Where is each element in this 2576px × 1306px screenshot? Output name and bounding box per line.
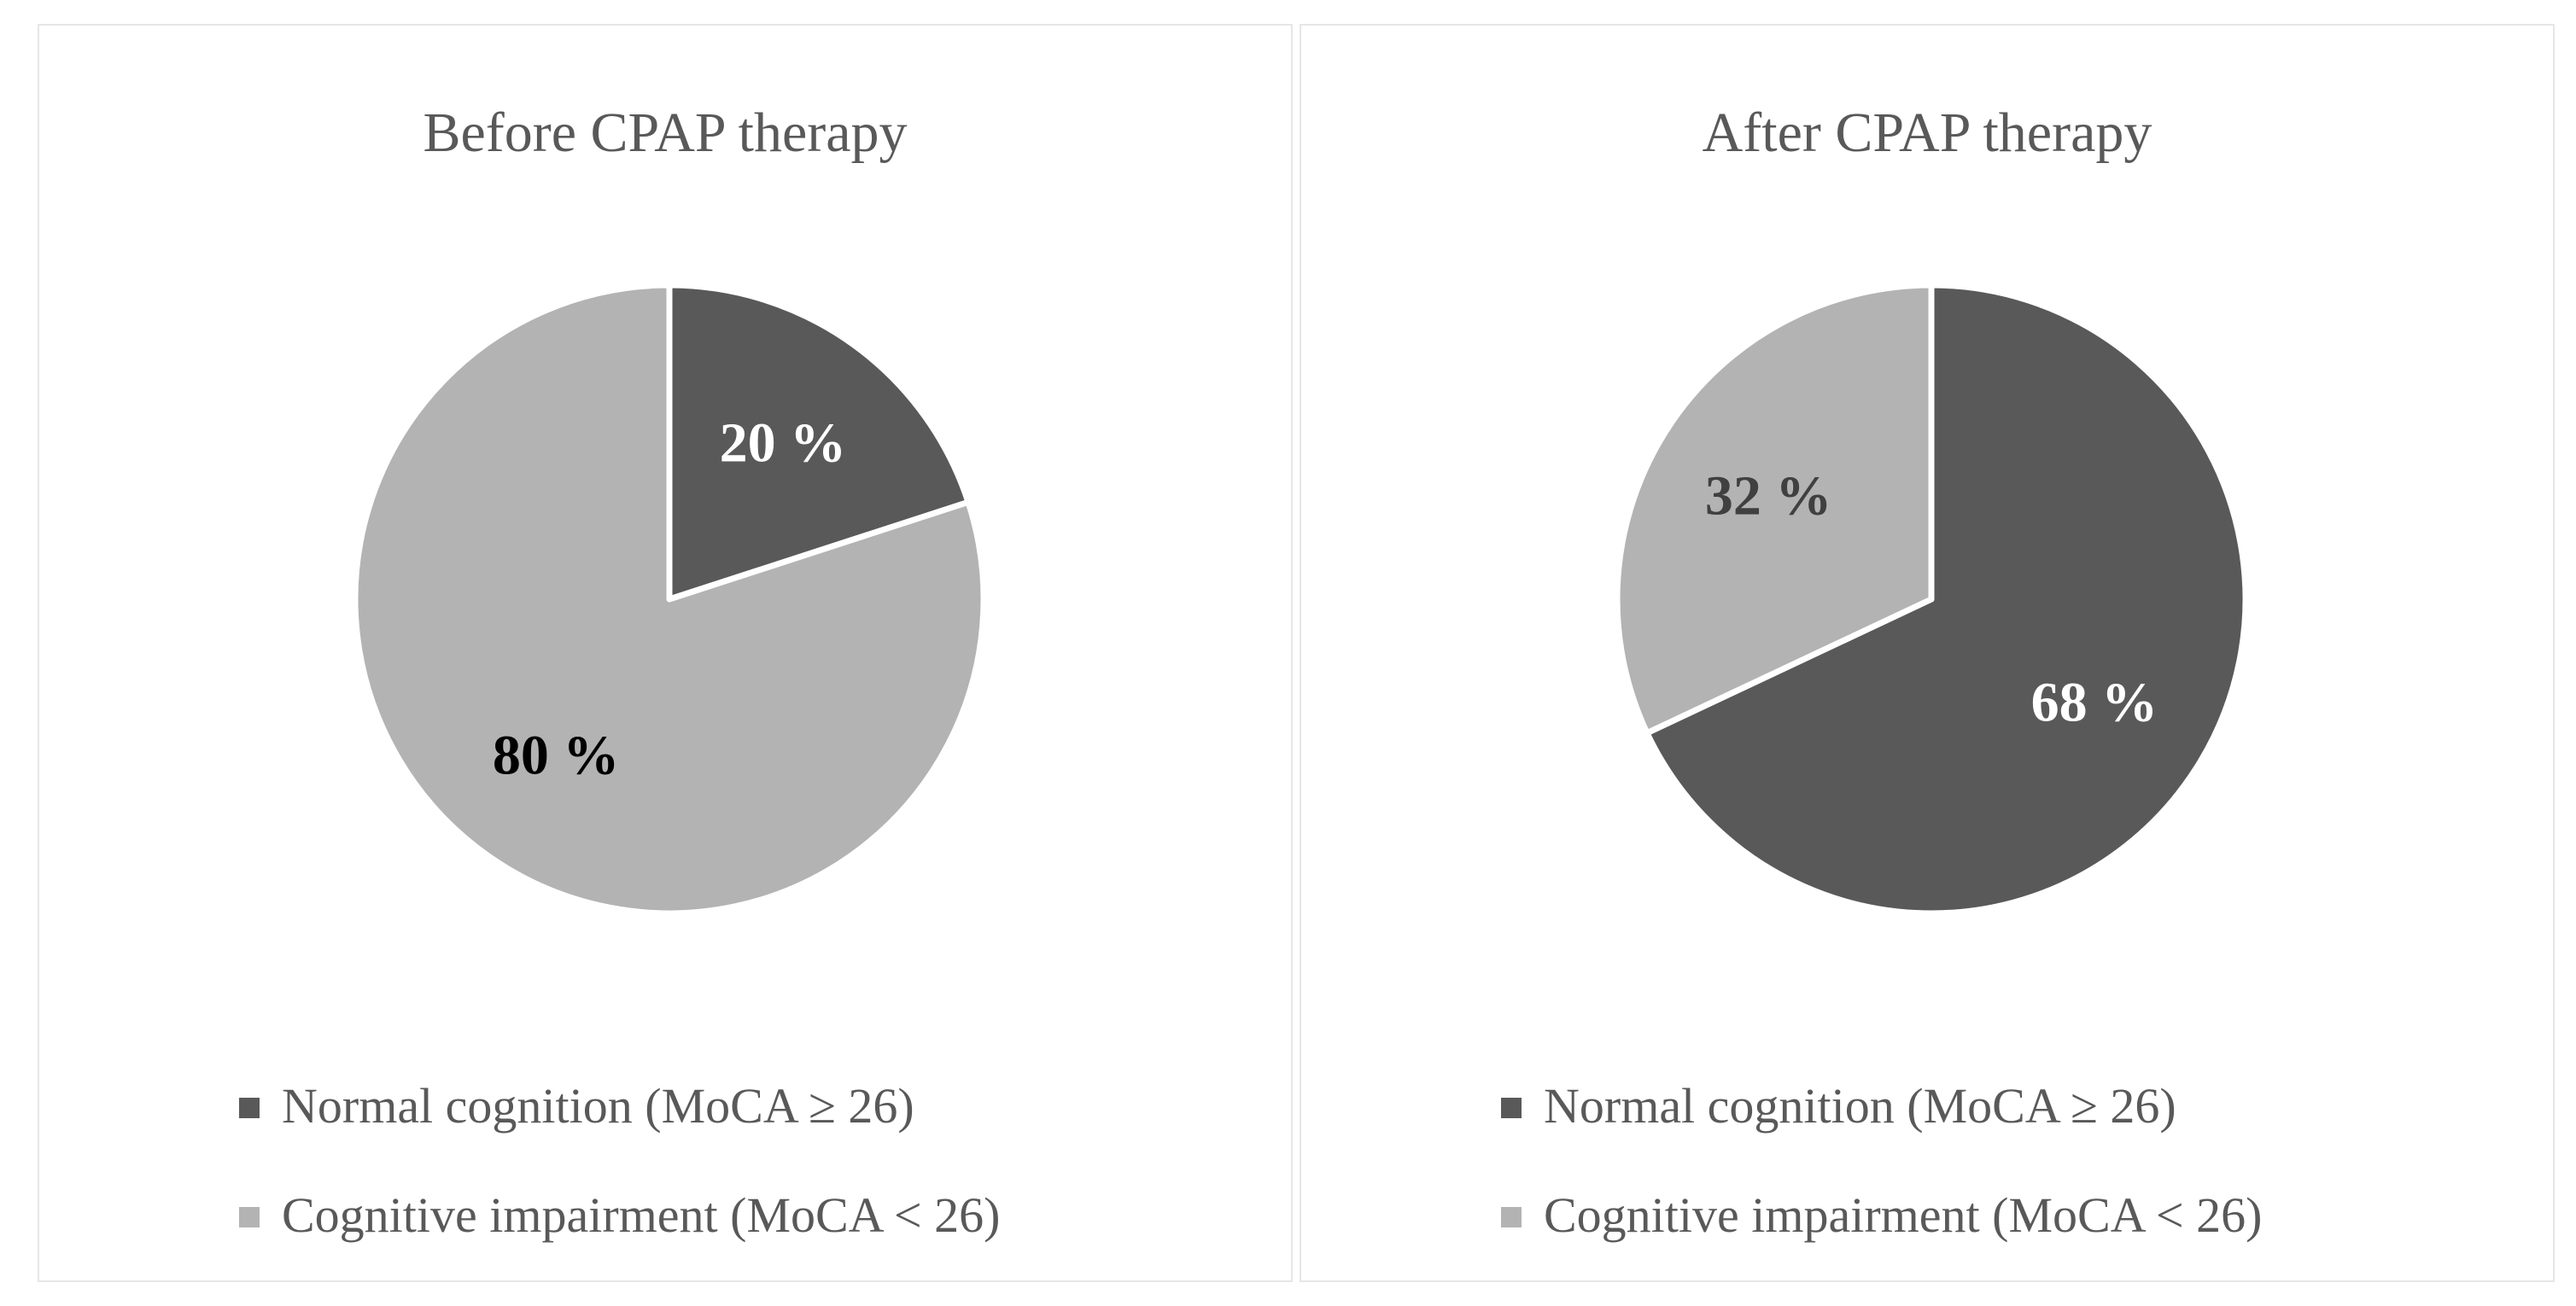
legend-swatch-impairment <box>239 1207 260 1227</box>
legend-label: Cognitive impairment (MoCA < 26) <box>282 1187 1001 1243</box>
chart-title: After CPAP therapy <box>1702 102 2153 164</box>
legend-swatch-normal <box>1501 1098 1522 1118</box>
pie-chart-after: 68 % 32 % <box>1614 282 2249 917</box>
pie-data-label: 32 % <box>1705 464 1832 527</box>
legend-label: Cognitive impairment (MoCA < 26) <box>1544 1187 2263 1243</box>
pie-data-label: 80 % <box>493 724 620 786</box>
pie-slice-normal-cognition <box>1644 282 2249 917</box>
pie-slice-cognitive-impairment <box>1614 282 1935 737</box>
pie-chart-before: 20 % 80 % <box>352 282 987 917</box>
legend-swatch-impairment <box>1501 1207 1522 1227</box>
chart-panel-before: Before CPAP therapy 20 % 80 % Normal cogn… <box>38 24 1293 1282</box>
legend-label: Normal cognition (MoCA ≥ 26) <box>1544 1078 2176 1134</box>
legend-swatch-normal <box>239 1098 260 1118</box>
legend-label: Normal cognition (MoCA ≥ 26) <box>282 1078 914 1134</box>
pie-slice-cognitive-impairment <box>352 282 987 917</box>
chart-title: Before CPAP therapy <box>423 102 908 164</box>
chart-panel-after: After CPAP therapy 68 % 32 % Normal cogni… <box>1300 24 2555 1282</box>
pie-data-label: 68 % <box>2031 672 2158 734</box>
pie-slice-normal-cognition <box>666 282 972 603</box>
pie-data-label: 20 % <box>720 412 847 475</box>
